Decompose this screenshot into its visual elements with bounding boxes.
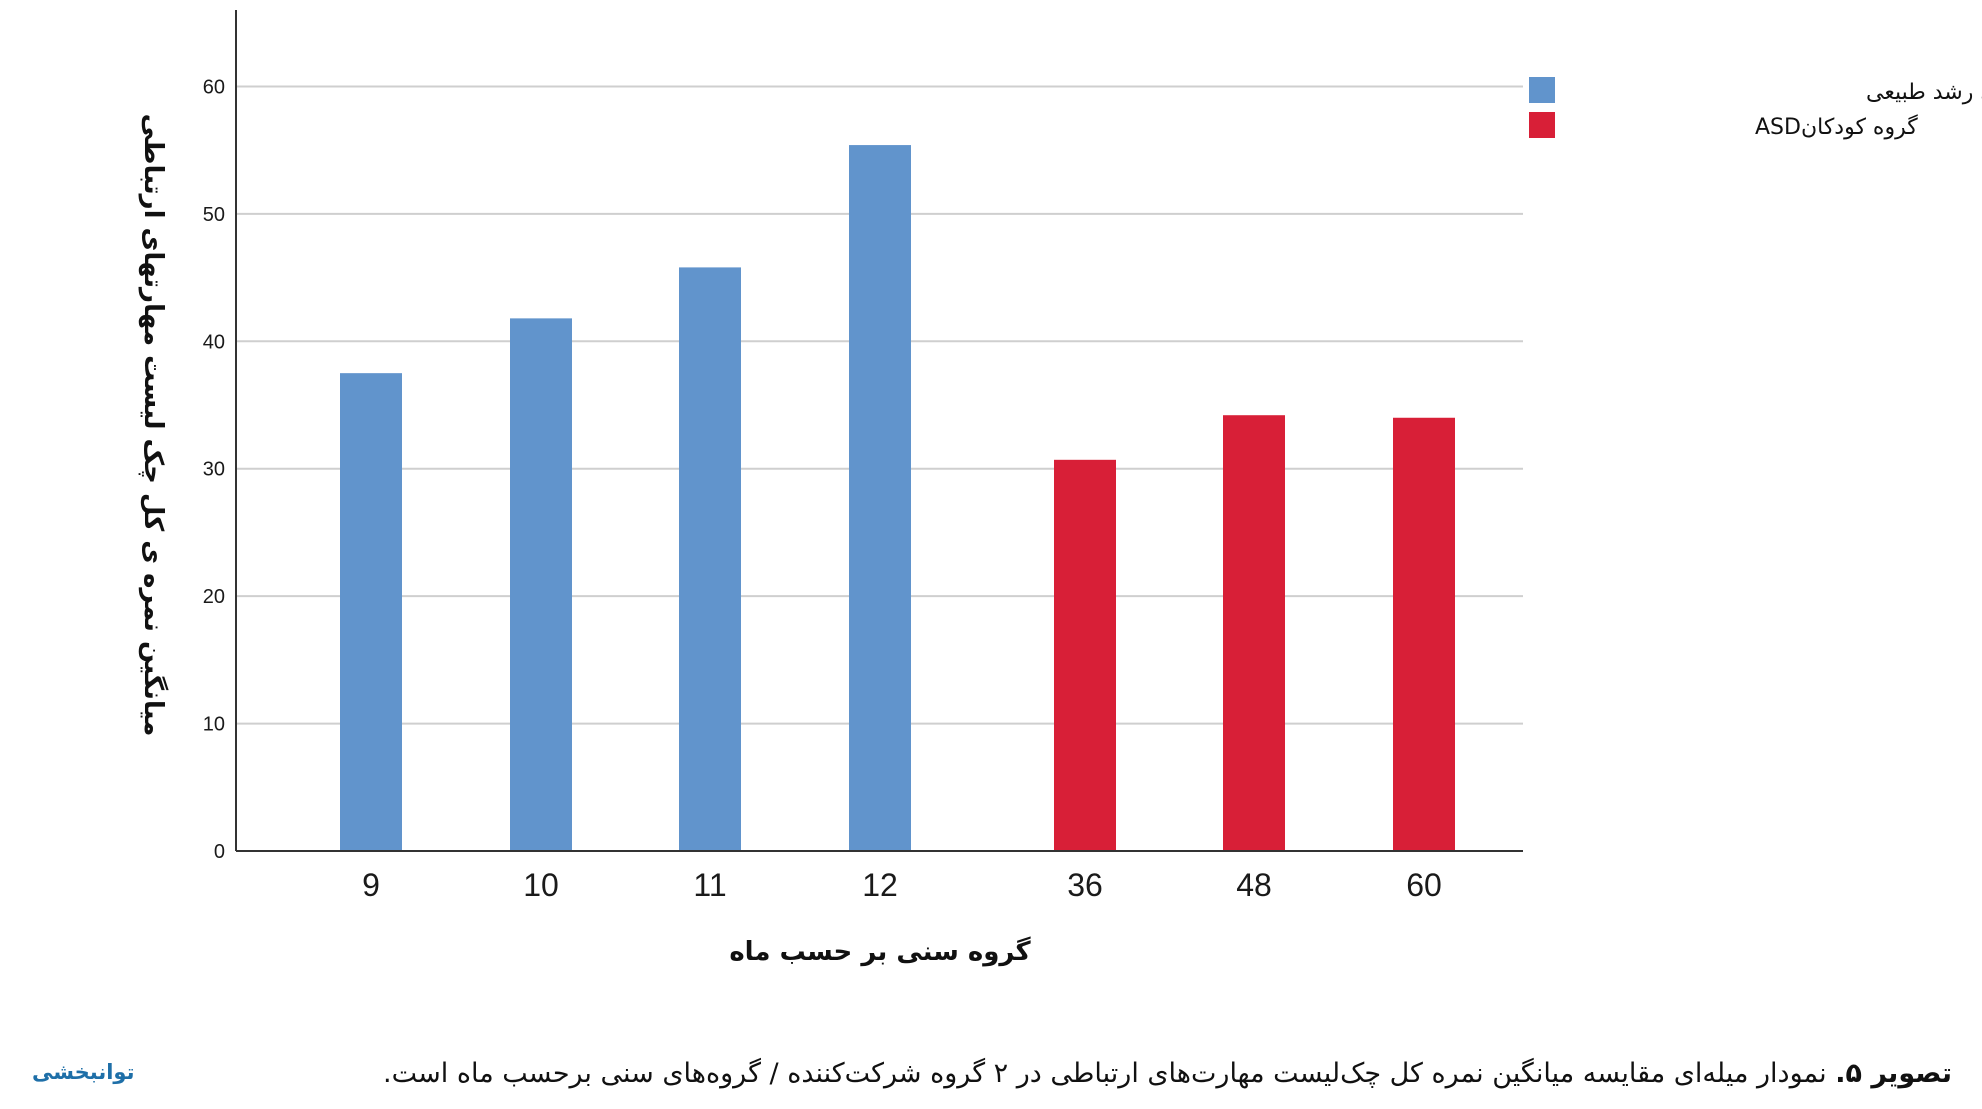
legend-swatch-asd — [1529, 112, 1555, 138]
y-tick-label: 60 — [203, 76, 225, 98]
x-tick-label: 36 — [1067, 867, 1103, 903]
y-tick-label: 0 — [214, 841, 225, 863]
x-tick-labels: 9 10 11 12 36 48 60 — [362, 867, 1442, 903]
y-tick-labels: 0 10 20 30 40 50 60 — [203, 76, 225, 863]
x-tick-label: 60 — [1406, 867, 1442, 903]
bars — [340, 145, 1455, 851]
x-tick-label: 11 — [693, 867, 726, 903]
bar-typical-11 — [679, 267, 741, 851]
bar-typical-12 — [849, 145, 911, 851]
journal-logo: توانبخشی — [32, 1060, 135, 1084]
bar-chart: 0 10 20 30 40 50 60 9 10 11 12 36 48 60 گروه سنی بر … — [138, 10, 1982, 967]
bar-asd-60 — [1393, 417, 1455, 851]
y-tick-label: 40 — [203, 331, 225, 353]
legend-label-typical: گروه کودکان دارای رشد طبیعی — [1866, 79, 1982, 105]
x-tick-label: 10 — [523, 867, 559, 903]
caption-text: نمودار میله‌ای مقایسه میانگین نمره کل چک… — [383, 1058, 1836, 1089]
bar-typical-9 — [340, 373, 402, 851]
bar-asd-36 — [1054, 459, 1116, 851]
legend-label-asd: گروه کودکانASD — [1755, 114, 1918, 140]
y-tick-label: 30 — [203, 459, 225, 481]
bar-typical-10 — [510, 318, 572, 851]
y-tick-label: 10 — [203, 714, 225, 736]
legend-swatch-typical — [1529, 77, 1555, 103]
caption-lead: تصویر ۵. — [1835, 1058, 1952, 1089]
x-axis-title: گروه سنی بر حسب ماه — [729, 936, 1031, 967]
x-tick-label: 9 — [362, 867, 380, 903]
x-tick-label: 48 — [1236, 867, 1272, 903]
figure-caption: تصویر ۵. نمودار میله‌ای مقایسه میانگین ن… — [383, 1058, 1952, 1089]
y-axis-title: میانگین نمره ی کل چک لیست مهارتهای ارتبا… — [138, 114, 169, 737]
x-tick-label: 12 — [862, 867, 898, 903]
bar-asd-48 — [1223, 415, 1285, 851]
y-tick-label: 20 — [203, 586, 225, 608]
legend: گروه کودکان دارای رشد طبیعی گروه کودکانA… — [1529, 77, 1982, 140]
y-tick-label: 50 — [203, 204, 225, 226]
